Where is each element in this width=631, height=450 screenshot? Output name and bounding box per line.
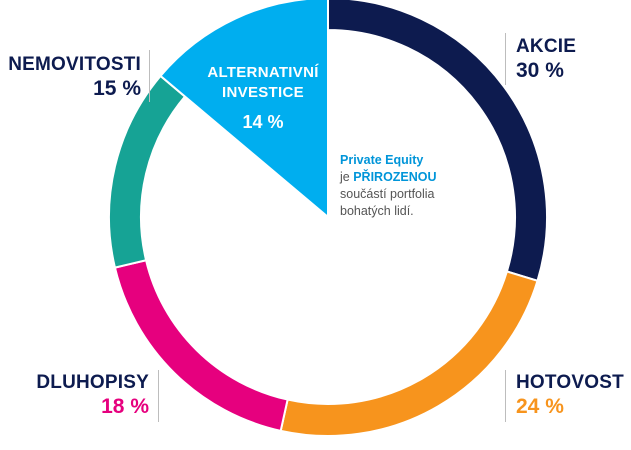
slice-akcie [327, 0, 548, 283]
nemovitosti-label-line [149, 50, 150, 102]
akcie-percent: 30 % [516, 58, 564, 82]
slice-label-akcie: AKCIE 30 % [516, 37, 576, 82]
hotovost-name: HOTOVOST [516, 372, 624, 393]
akcie-name: AKCIE [516, 36, 577, 57]
hotovost-label-line [505, 370, 506, 422]
note-line-3: součástí portfolia [340, 186, 435, 201]
nemovitosti-percent: 15 % [93, 76, 141, 100]
alternativni-name-line1: ALTERNATIVNÍ [207, 64, 319, 81]
dluhopisy-percent: 18 % [101, 394, 149, 418]
slice-label-alternativni-investice: ALTERNATIVNÍ INVESTICE 14 % [188, 63, 338, 133]
slice-label-dluhopisy: DLUHOPISY 18 % [36, 373, 149, 418]
note-line-2-prefix: je [340, 169, 354, 184]
alternativni-percent: 14 % [242, 111, 284, 132]
slice-alternativní-investice [159, 0, 329, 220]
dluhopisy-label-line [158, 370, 159, 422]
dluhopisy-name: DLUHOPISY [36, 372, 149, 393]
private-equity-note: Private Equity je PŘIROZENOU součástí po… [340, 152, 490, 220]
note-line-4: bohatých lidí. [340, 203, 414, 218]
note-line-2: je PŘIROZENOU [340, 169, 490, 186]
donut-slices [108, 0, 548, 437]
note-line-1: Private Equity [340, 153, 424, 167]
note-highlight: PŘIROZENOU [353, 169, 437, 184]
slice-hotovost [279, 270, 539, 437]
akcie-label-line [505, 33, 506, 85]
hotovost-percent: 24 % [516, 394, 564, 418]
slice-nemovitosti [108, 74, 187, 269]
nemovitosti-name: NEMOVITOSTI [8, 54, 141, 75]
slice-label-nemovitosti: NEMOVITOSTI 15 % [8, 55, 141, 100]
slice-label-hotovost: HOTOVOST 24 % [516, 373, 624, 418]
alternativni-name-line2: INVESTICE [222, 84, 304, 102]
